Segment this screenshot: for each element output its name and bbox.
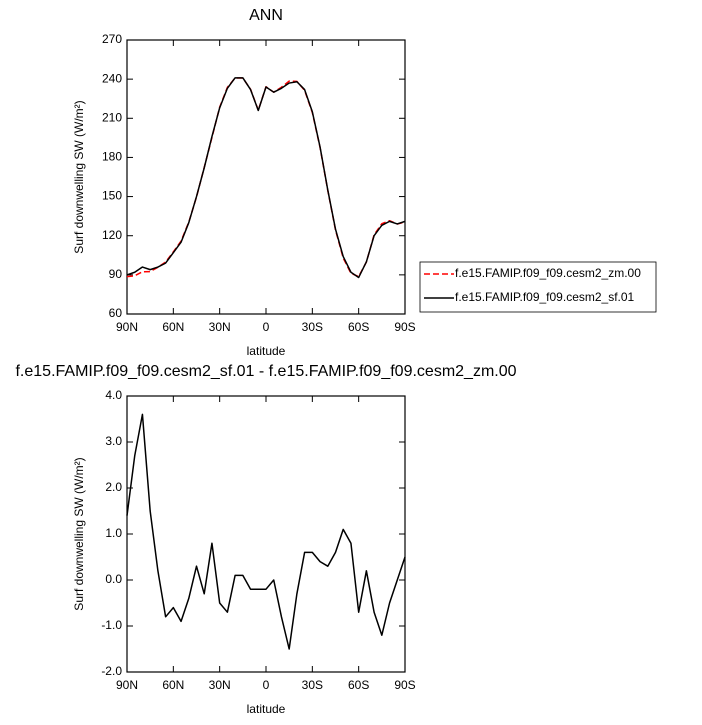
- x-tick-label: 60N: [162, 678, 184, 692]
- y-axis-label: Surf downwelling SW (W/m²): [72, 100, 86, 253]
- x-tick-label: 60S: [348, 678, 369, 692]
- y-tick-label: 90: [109, 267, 123, 281]
- legend-box: [419, 261, 657, 313]
- series-line: [126, 77, 406, 278]
- x-axis-label: latitude: [247, 702, 286, 716]
- legend-label: f.e15.FAMIP.f09_f09.cesm2_zm.00: [455, 266, 641, 280]
- x-tick-label: 60S: [348, 320, 369, 334]
- plot-frame: [126, 395, 406, 673]
- series-line: [126, 77, 406, 279]
- y-tick-label: 4.0: [105, 388, 122, 402]
- x-tick-label: 30S: [302, 678, 323, 692]
- x-tick-label: 90S: [394, 320, 415, 334]
- y-tick-label: 0.0: [105, 572, 122, 586]
- y-tick-label: 60: [109, 306, 123, 320]
- series-line: [126, 413, 406, 650]
- x-tick-label: 90N: [116, 678, 138, 692]
- y-tick-label: 240: [102, 71, 122, 85]
- x-tick-label: 30N: [209, 320, 231, 334]
- y-tick-label: 150: [102, 189, 122, 203]
- x-tick-label: 30N: [209, 678, 231, 692]
- x-tick-label: 30S: [302, 320, 323, 334]
- y-tick-label: 210: [102, 110, 122, 124]
- x-tick-label: 90S: [394, 678, 415, 692]
- y-tick-label: 180: [102, 150, 122, 164]
- y-tick-label: 120: [102, 228, 122, 242]
- y-tick-label: -2.0: [101, 664, 122, 678]
- x-axis-label: latitude: [247, 344, 286, 358]
- x-tick-label: 90N: [116, 320, 138, 334]
- y-tick-label: 1.0: [105, 526, 122, 540]
- plot-frame: [126, 39, 406, 315]
- y-tick-label: -1.0: [101, 618, 122, 632]
- y-axis-label: Surf downwelling SW (W/m²): [72, 457, 86, 610]
- x-tick-label: 0: [263, 678, 270, 692]
- y-tick-label: 270: [102, 32, 122, 46]
- y-tick-label: 2.0: [105, 480, 122, 494]
- x-tick-label: 60N: [162, 320, 184, 334]
- x-tick-label: 0: [263, 320, 270, 334]
- y-tick-label: 3.0: [105, 434, 122, 448]
- chart-title: f.e15.FAMIP.f09_f09.cesm2_sf.01 - f.e15.…: [15, 363, 516, 380]
- legend-label: f.e15.FAMIP.f09_f09.cesm2_sf.01: [455, 290, 635, 304]
- chart-title: ANN: [249, 7, 283, 24]
